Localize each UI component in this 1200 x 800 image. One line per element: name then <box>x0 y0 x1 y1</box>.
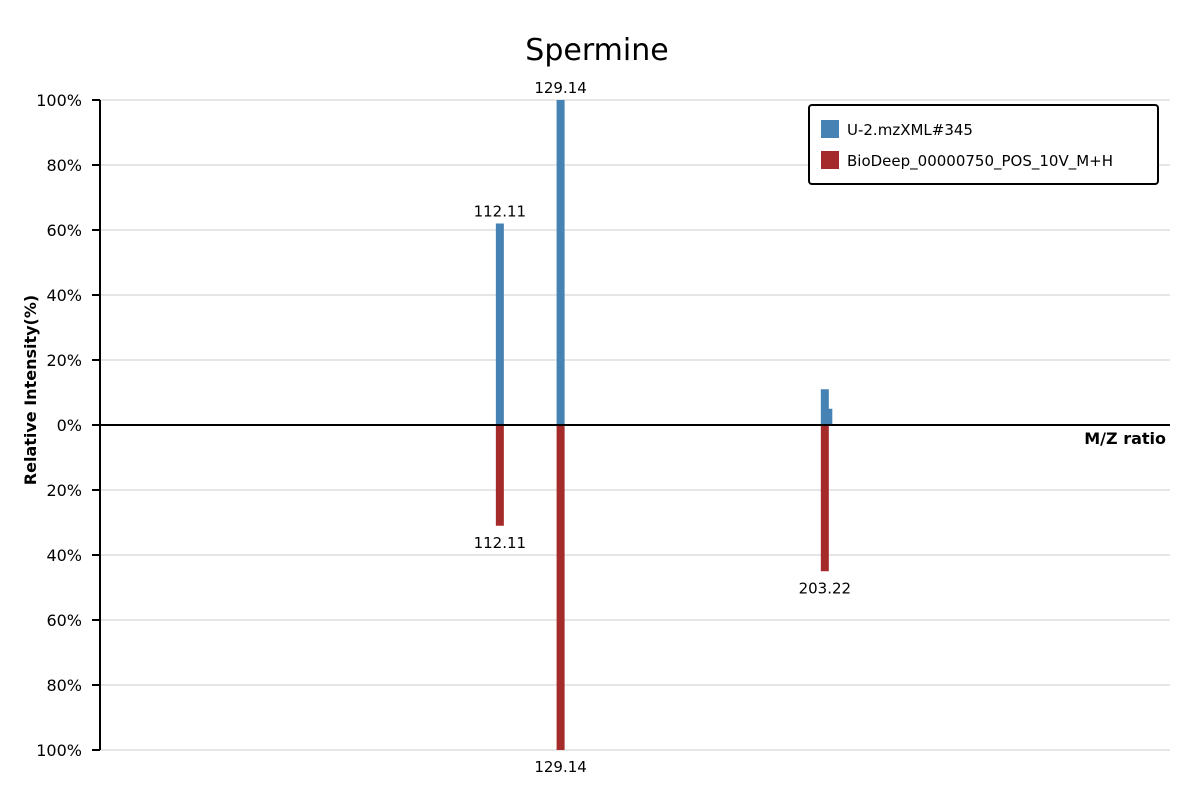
legend-label: U-2.mzXML#345 <box>847 121 973 139</box>
legend-label: BioDeep_00000750_POS_10V_M+H <box>847 152 1113 171</box>
legend-box <box>808 104 1159 185</box>
peak-bar <box>556 425 565 750</box>
y-tick-label: 40% <box>46 546 82 565</box>
peak-bar <box>556 100 565 425</box>
peak-label: 203.22 <box>799 579 852 597</box>
y-tick-label: 80% <box>46 676 82 695</box>
peak-label: 112.11 <box>474 203 527 221</box>
peak-label: 129.14 <box>534 758 587 776</box>
peak-bar <box>495 223 504 425</box>
y-tick-label: 60% <box>46 221 82 240</box>
x-axis-title: M/Z ratio <box>1084 429 1166 448</box>
y-axis-ticks: 100% 80% 60% 40% 20% 0% 20% 40% 60% 80% 100% <box>36 91 100 760</box>
peak-bar <box>820 425 829 572</box>
peak-label: 129.14 <box>534 79 587 97</box>
peak-labels: 112.11 129.14 112.11 129.14 203.22 <box>474 79 851 776</box>
peak-bar <box>820 389 829 425</box>
chart-title: Spermine <box>525 33 668 68</box>
y-tick-label: 60% <box>46 611 82 630</box>
legend-swatch <box>821 120 839 138</box>
peak-bar <box>824 408 833 425</box>
legend-swatch <box>821 151 839 169</box>
y-tick-label: 100% <box>36 91 82 110</box>
y-axis-title: Relative Intensity(%) <box>21 295 40 485</box>
legend: U-2.mzXML#345 BioDeep_00000750_POS_10V_M+… <box>808 104 1159 185</box>
y-tick-label: 0% <box>57 416 82 435</box>
peak-bar <box>495 425 504 526</box>
y-tick-label: 80% <box>46 156 82 175</box>
y-tick-label: 100% <box>36 741 82 760</box>
y-tick-label: 20% <box>46 481 82 500</box>
peak-label: 112.11 <box>474 534 527 552</box>
peaks <box>495 100 833 750</box>
y-tick-label: 20% <box>46 351 82 370</box>
y-tick-label: 40% <box>46 286 82 305</box>
